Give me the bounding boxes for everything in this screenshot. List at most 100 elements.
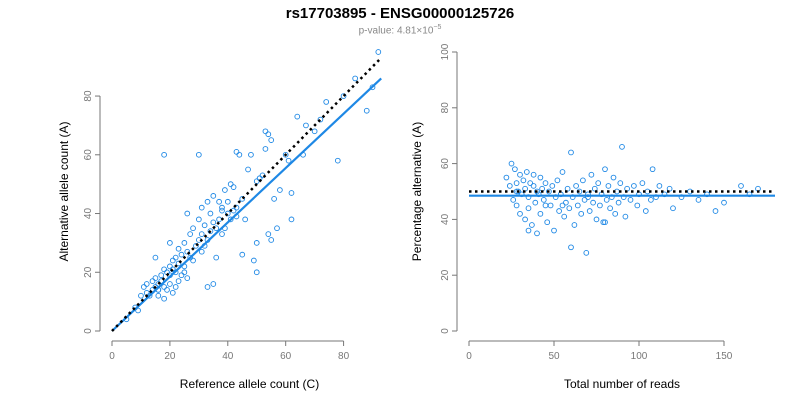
data-point (187, 231, 194, 237)
data-point (622, 213, 629, 220)
data-point (583, 250, 590, 256)
data-point (155, 292, 162, 299)
x-tick-label: 40 (222, 351, 234, 362)
data-point (161, 266, 167, 273)
data-point (210, 281, 217, 287)
data-point (619, 144, 625, 150)
data-point (169, 257, 176, 264)
data-point (605, 183, 612, 189)
data-point (288, 190, 295, 196)
data-point (227, 216, 234, 223)
data-point (204, 284, 211, 290)
data-point (219, 204, 225, 211)
data-point (617, 180, 624, 186)
data-point (317, 116, 324, 123)
data-point (274, 225, 280, 232)
chart-subtitle: p-value: 4.81×10−5 (0, 24, 800, 36)
data-point (233, 149, 240, 155)
data-point (239, 251, 246, 258)
data-point (245, 166, 251, 173)
data-point (175, 278, 182, 284)
data-point (566, 205, 573, 212)
data-point (591, 185, 598, 192)
data-point (523, 169, 530, 175)
data-point (561, 213, 568, 220)
data-point (224, 198, 231, 205)
data-point (593, 216, 600, 223)
data-point (517, 210, 523, 217)
data-point (248, 151, 254, 158)
left-scatter-panel: 0 20 40 60 80 0 20 40 60 80 Reference allele count… (57, 49, 383, 391)
data-point (311, 128, 318, 135)
data-point (642, 208, 649, 214)
data-point (695, 197, 702, 203)
data-point (578, 210, 585, 217)
data-point (271, 195, 277, 202)
data-point (253, 269, 260, 276)
data-point (534, 230, 540, 237)
data-point (564, 185, 571, 192)
data-point (670, 205, 676, 212)
data-point (288, 216, 295, 223)
data-point (294, 113, 301, 120)
x-tick-label: 50 (548, 351, 560, 362)
x-tick-label: 100 (631, 351, 648, 362)
y-axis-title: Percentage alternative (A) (410, 122, 424, 261)
data-point (178, 251, 185, 258)
data-point (167, 240, 173, 246)
data-point (210, 219, 217, 226)
data-point (184, 248, 191, 255)
data-point (181, 269, 188, 276)
data-point (219, 207, 225, 214)
data-point (265, 131, 272, 138)
data-point (143, 281, 150, 287)
data-point (503, 174, 510, 181)
data-point (563, 199, 569, 206)
x-tick-label: 80 (338, 351, 350, 362)
data-point (207, 210, 214, 217)
data-point (666, 185, 673, 192)
data-point (175, 245, 182, 252)
reference-line (111, 56, 383, 332)
data-point (537, 174, 544, 181)
data-point (602, 166, 608, 173)
data-point (140, 284, 147, 290)
data-point (161, 284, 167, 290)
y-tick-label: 20 (440, 269, 451, 281)
data-point (224, 210, 231, 217)
data-point (216, 198, 222, 205)
data-point (375, 49, 382, 55)
data-point (216, 216, 222, 223)
data-point (534, 188, 540, 195)
data-point (190, 225, 196, 232)
data-point (639, 180, 646, 186)
data-point (265, 231, 272, 237)
data-point (175, 260, 182, 267)
data-point (571, 222, 578, 228)
data-point (738, 183, 744, 189)
data-point (233, 204, 240, 211)
data-point (634, 202, 641, 209)
data-point (712, 208, 719, 214)
data-point (161, 151, 167, 158)
x-axis-title: Total number of reads (564, 377, 680, 391)
data-point (172, 284, 179, 290)
x-tick-label: 0 (109, 351, 115, 362)
data-point (530, 183, 537, 189)
data-point (721, 199, 727, 206)
data-point (568, 149, 574, 156)
data-point (193, 242, 199, 249)
data-point (586, 208, 593, 214)
data-point (546, 188, 552, 195)
data-point (588, 171, 595, 178)
y-tick-label: 0 (83, 328, 94, 334)
y-tick-label: 40 (83, 208, 94, 220)
data-point (515, 188, 522, 195)
x-tick-label: 0 (466, 351, 472, 362)
data-point (204, 198, 211, 205)
data-point (178, 272, 185, 279)
data-point (236, 151, 243, 158)
data-point (198, 204, 205, 211)
data-point (198, 248, 205, 255)
